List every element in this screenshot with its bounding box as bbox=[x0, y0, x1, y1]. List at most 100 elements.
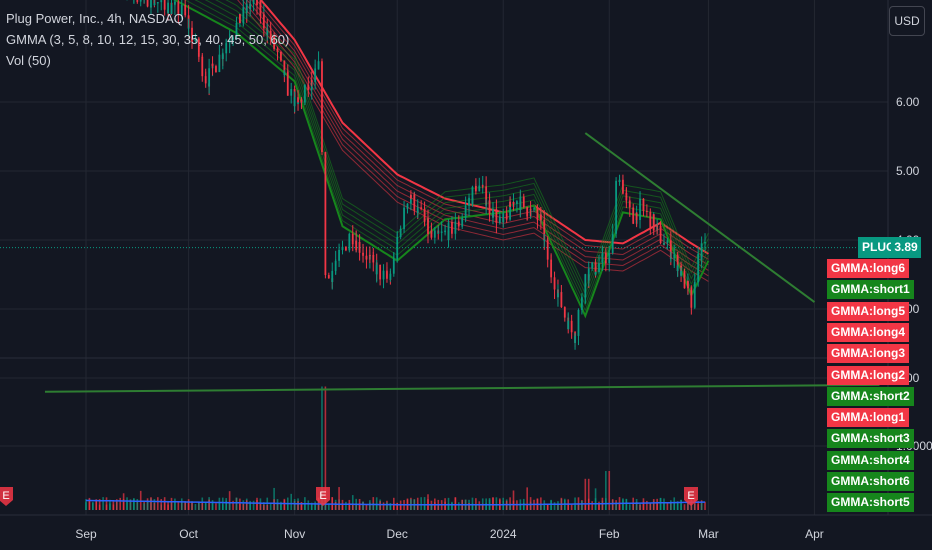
symbol-price-tag: PLUG bbox=[858, 237, 900, 258]
volume-bar bbox=[334, 502, 337, 510]
volume-bar bbox=[642, 501, 645, 510]
volume-bar bbox=[475, 503, 477, 510]
candle-body bbox=[673, 254, 676, 257]
candle-body bbox=[327, 275, 330, 279]
earnings-marker: E bbox=[316, 487, 330, 506]
volume-bar bbox=[386, 502, 388, 510]
volume-bar bbox=[297, 501, 299, 510]
candle-body bbox=[283, 71, 286, 75]
candle-body bbox=[307, 84, 310, 91]
volume-bar bbox=[687, 501, 689, 510]
candle-body bbox=[505, 215, 508, 220]
candle-body bbox=[451, 222, 453, 234]
symbol-title[interactable]: Plug Power, Inc., 4h, NASDAQ bbox=[6, 11, 184, 26]
volume-bar bbox=[622, 499, 624, 510]
candle-body bbox=[351, 242, 354, 245]
candle-body bbox=[639, 198, 641, 201]
chart-legend: Plug Power, Inc., 4h, NASDAQ GMMA (3, 5,… bbox=[6, 8, 289, 71]
x-tick-label: Dec bbox=[387, 527, 408, 541]
candle-body bbox=[416, 207, 419, 214]
volume-bar bbox=[280, 501, 282, 510]
candle-body bbox=[300, 99, 303, 103]
volume-bar bbox=[396, 503, 399, 510]
candle-body bbox=[392, 259, 395, 261]
volume-bar bbox=[481, 503, 484, 510]
candle-body bbox=[512, 202, 515, 204]
candle-body bbox=[635, 212, 638, 220]
candle-body bbox=[652, 214, 655, 231]
candle-body bbox=[396, 239, 399, 260]
volume-bar bbox=[228, 502, 231, 510]
candle-body bbox=[324, 152, 327, 223]
volume-bar bbox=[95, 499, 98, 510]
candle-body bbox=[420, 207, 423, 210]
candle-body bbox=[526, 207, 529, 216]
candle-body bbox=[519, 196, 522, 210]
candle-body bbox=[338, 249, 340, 252]
currency-button[interactable]: USD bbox=[889, 6, 925, 36]
candle-body bbox=[197, 52, 200, 57]
volume-bar bbox=[509, 504, 511, 510]
volume-bar bbox=[235, 497, 238, 510]
gmma-tag: GMMA:long2 bbox=[827, 365, 909, 385]
volume-bar bbox=[228, 491, 231, 510]
volume-bar bbox=[273, 499, 275, 510]
volume-bar bbox=[512, 490, 515, 510]
candle-body bbox=[454, 228, 457, 234]
candle-body bbox=[156, 2, 159, 4]
candle-body bbox=[522, 196, 525, 200]
volume-bar bbox=[663, 498, 665, 510]
volume-bar bbox=[581, 500, 583, 510]
candle-body bbox=[478, 185, 481, 192]
volume-bar bbox=[492, 497, 494, 510]
x-tick-label: Mar bbox=[698, 527, 719, 541]
volume-bar bbox=[129, 499, 132, 510]
volume-bar bbox=[649, 503, 652, 510]
candle-body bbox=[533, 208, 535, 210]
earnings-marker-label: E bbox=[2, 490, 9, 502]
x-tick-label: Sep bbox=[75, 527, 97, 541]
volume-label[interactable]: Vol (50) bbox=[6, 53, 51, 68]
volume-bar bbox=[594, 488, 597, 510]
candle-body bbox=[174, 1, 176, 3]
candle-body bbox=[146, 0, 149, 7]
volume-bar bbox=[263, 504, 265, 510]
candle-body bbox=[433, 234, 436, 238]
volume-bar bbox=[540, 503, 542, 510]
earnings-marker: E bbox=[0, 487, 13, 506]
volume-bar bbox=[283, 500, 286, 510]
candle-body bbox=[567, 320, 570, 330]
volume-bar bbox=[115, 499, 118, 510]
volume-bar bbox=[259, 503, 262, 510]
volume-bar bbox=[416, 497, 419, 510]
candle-body bbox=[608, 252, 611, 264]
volume-bar bbox=[92, 503, 94, 510]
candle-body bbox=[563, 311, 566, 318]
candle-body bbox=[314, 72, 317, 82]
volume-bar bbox=[570, 504, 573, 510]
candle-body bbox=[622, 179, 624, 193]
volume-bar bbox=[122, 499, 125, 510]
indicator-label[interactable]: GMMA (3, 5, 8, 10, 12, 15, 30, 35, 40, 4… bbox=[6, 32, 290, 47]
volume-bar bbox=[509, 497, 511, 510]
candle-body bbox=[632, 207, 635, 222]
candle-body bbox=[536, 215, 539, 220]
volume-bar bbox=[232, 500, 234, 510]
candle-body bbox=[427, 218, 429, 235]
candle-body bbox=[509, 201, 511, 207]
volume-bar bbox=[143, 503, 145, 510]
candle-body bbox=[177, 1, 180, 15]
candle-body bbox=[355, 240, 358, 251]
candle-body bbox=[225, 46, 228, 54]
volume-bar bbox=[102, 497, 104, 510]
candle-body bbox=[403, 207, 405, 229]
candle-body bbox=[276, 51, 279, 53]
candle-body bbox=[543, 220, 546, 241]
volume-bar bbox=[423, 497, 426, 510]
volume-bar bbox=[598, 503, 600, 510]
candle-body bbox=[611, 233, 614, 248]
gmma-tag: GMMA:long1 bbox=[827, 408, 909, 428]
candle-body bbox=[269, 30, 272, 39]
volume-bar bbox=[591, 501, 593, 510]
